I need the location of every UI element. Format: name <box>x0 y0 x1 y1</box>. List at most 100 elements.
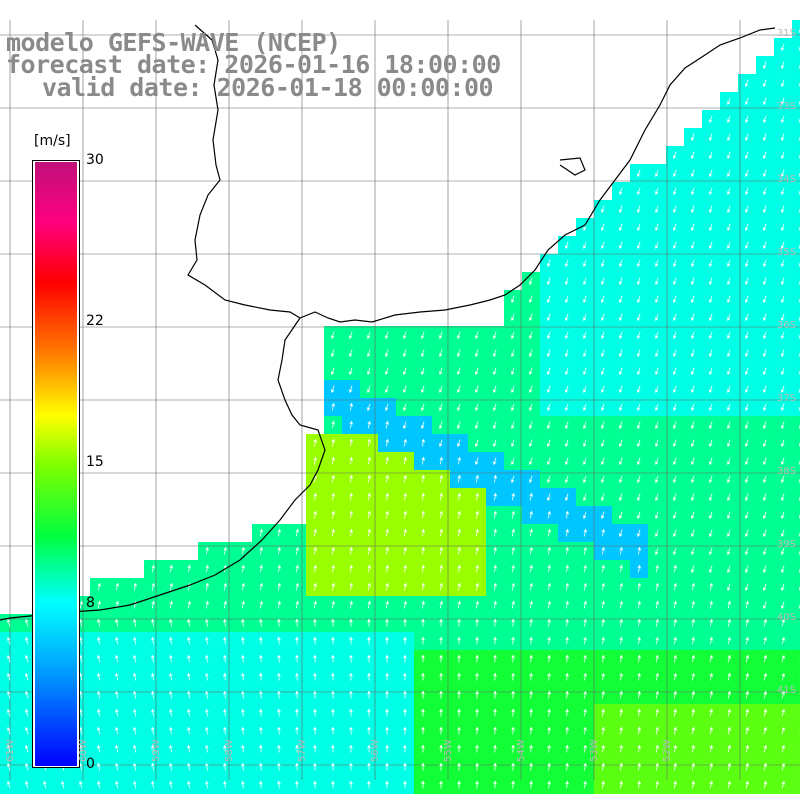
wind-arrow <box>421 690 425 699</box>
wind-arrow <box>24 708 29 717</box>
wind-arrow <box>151 690 155 699</box>
wind-arrow <box>403 582 407 591</box>
wind-arrow <box>654 367 659 376</box>
wind-arrow <box>223 762 227 771</box>
latitude-label: 37S <box>776 393 796 404</box>
wind-arrow <box>366 331 371 340</box>
wind-arrow <box>618 421 623 430</box>
wind-arrow <box>187 690 191 699</box>
wind-arrow <box>564 457 569 466</box>
wind-arrow <box>295 600 299 609</box>
wind-arrow <box>367 492 371 501</box>
wind-arrow <box>763 708 768 717</box>
wind-arrow <box>672 367 677 376</box>
wind-arrow <box>493 600 497 609</box>
wind-arrow <box>673 708 677 717</box>
wind-arrow <box>97 582 101 591</box>
wind-arrow <box>565 636 569 645</box>
wind-arrow <box>330 385 335 394</box>
colorbar-tick-label: 15 <box>86 454 104 470</box>
wind-arrow <box>601 636 605 645</box>
wind-arrow <box>583 618 587 627</box>
wind-arrow <box>726 223 731 232</box>
wind-arrow <box>582 349 587 358</box>
wind-arrow <box>546 367 551 376</box>
wind-arrow <box>241 726 245 735</box>
wind-arrow <box>654 223 659 232</box>
wind-arrow <box>79 780 83 789</box>
wind-arrow <box>636 295 641 304</box>
wind-arrow <box>402 367 407 376</box>
wind-arrow <box>546 493 551 502</box>
wind-arrow <box>97 672 101 681</box>
wind-arrow <box>583 708 587 717</box>
wind-arrow <box>690 313 695 322</box>
wind-arrow <box>385 420 389 429</box>
wind-arrow <box>744 385 749 394</box>
wind-arrow <box>187 564 191 573</box>
wind-arrow <box>421 636 425 645</box>
wind-arrow <box>708 295 713 304</box>
wind-arrow <box>259 780 263 789</box>
wind-arrow <box>781 690 786 699</box>
wind-arrow <box>133 618 137 627</box>
wind-arrow <box>403 636 407 645</box>
wind-arrow <box>439 510 443 519</box>
wind-arrow <box>511 708 515 717</box>
wind-arrow <box>690 475 695 484</box>
wind-arrow <box>762 403 767 412</box>
wind-arrow <box>223 582 227 591</box>
wind-arrow <box>565 510 569 519</box>
wind-arrow <box>690 349 695 358</box>
wind-arrow <box>475 510 479 519</box>
wind-arrow <box>744 97 749 106</box>
wind-arrow <box>564 475 569 484</box>
wind-arrow <box>421 456 425 465</box>
wind-speed-cell <box>792 272 800 290</box>
wind-arrow <box>726 421 731 430</box>
wind-arrow <box>421 582 425 591</box>
wind-arrow <box>349 564 353 573</box>
wind-arrow <box>259 654 263 663</box>
wind-arrow <box>529 654 533 663</box>
wind-arrow <box>511 654 515 663</box>
wind-arrow <box>780 565 785 574</box>
wind-arrow <box>636 457 641 466</box>
wind-arrow <box>565 528 569 537</box>
wind-arrow <box>331 690 335 699</box>
wind-arrow <box>762 277 767 286</box>
wind-arrow <box>133 636 137 645</box>
wind-arrow <box>151 600 155 609</box>
wind-arrow <box>349 492 353 501</box>
wind-speed-cell <box>792 470 800 488</box>
wind-arrow <box>457 636 461 645</box>
wind-arrow <box>187 672 191 681</box>
wind-arrow <box>690 331 695 340</box>
wind-arrow <box>672 187 677 196</box>
wind-arrow <box>637 762 641 771</box>
wind-arrow <box>672 169 677 178</box>
wind-arrow <box>618 475 623 484</box>
wind-arrow <box>690 511 695 520</box>
wind-arrow <box>564 313 569 322</box>
wind-arrow <box>780 79 785 88</box>
wind-arrow <box>655 708 659 717</box>
wind-arrow <box>744 169 749 178</box>
wind-arrow <box>259 618 263 627</box>
wind-arrow <box>655 636 659 645</box>
wind-arrow <box>583 528 587 537</box>
wind-arrow <box>726 529 731 538</box>
wind-arrow <box>457 528 461 537</box>
wind-speed-cell <box>792 20 800 38</box>
wind-arrow <box>618 493 623 502</box>
wind-arrow <box>655 762 659 771</box>
wind-arrow <box>205 762 209 771</box>
wind-arrow <box>528 403 533 412</box>
wind-arrow <box>403 528 407 537</box>
wind-arrow <box>744 205 749 214</box>
wind-arrow <box>672 223 677 232</box>
wind-arrow <box>763 780 768 789</box>
wind-arrow <box>457 690 461 699</box>
wind-arrow <box>708 205 713 214</box>
wind-arrow <box>331 456 335 465</box>
